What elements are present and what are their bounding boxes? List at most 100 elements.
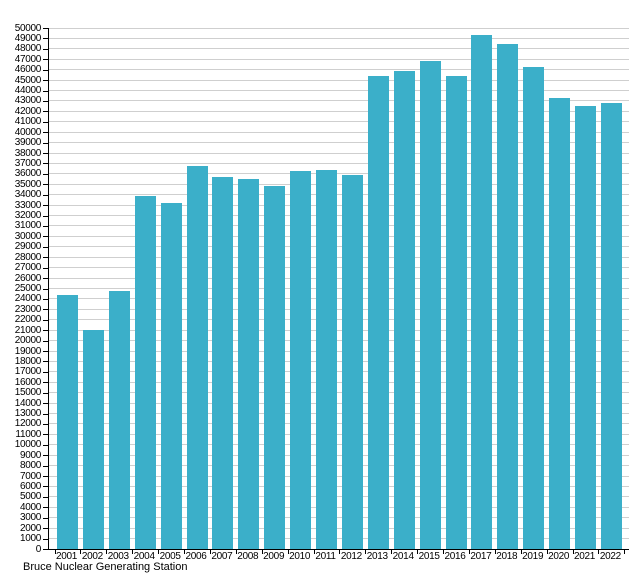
chart-title: Bruce Nuclear Generating Station [23,561,188,573]
x-axis-label: 2005 [159,551,181,562]
y-axis-label: 29000 [14,241,42,253]
y-axis-label: 43000 [14,95,42,107]
y-axis-label: 38000 [14,147,42,159]
y-axis-tick [43,413,48,415]
y-axis-label: 3000 [19,512,41,524]
y-axis-label: 35000 [14,178,42,190]
y-axis-label: 28000 [14,251,42,263]
y-axis-label: 41000 [14,116,42,128]
x-axis-tick [54,550,56,554]
y-gridline [49,496,629,498]
y-gridline [49,277,629,279]
y-axis-label: 2000 [19,522,41,534]
x-axis-tick [80,550,82,554]
x-axis-tick [209,550,211,554]
y-gridline [49,162,629,164]
y-axis-tick [43,38,48,40]
y-axis-tick [43,278,48,280]
y-gridline [49,371,629,373]
y-axis-tick [43,392,48,394]
y-axis-tick [43,444,48,446]
y-axis-label: 39000 [14,137,42,149]
y-axis-label: 20000 [14,335,42,347]
y-gridline [49,402,629,404]
y-axis-label: 6000 [19,480,41,492]
y-gridline [49,267,629,269]
bar-2011 [316,169,337,549]
y-axis-label: 32000 [14,210,42,222]
y-gridline [49,485,629,487]
y-axis-label: 46000 [14,64,42,76]
x-axis-label: 2002 [81,551,103,562]
x-axis-tick [261,550,263,554]
y-axis-tick [43,340,48,342]
y-axis-label: 33000 [14,199,42,211]
y-gridline [49,204,629,206]
x-axis-label: 2018 [496,551,518,562]
y-axis-label: 25000 [14,283,42,294]
y-axis-label: 45000 [14,74,42,86]
x-axis-label: 2012 [340,551,362,562]
bar-2021 [575,106,596,549]
bar-2008 [238,179,260,549]
x-axis-tick [624,550,626,554]
x-axis-tick [494,550,496,554]
y-axis-tick [43,496,48,498]
x-axis-label: 2015 [418,551,440,562]
x-axis-label: 2001 [55,551,78,562]
y-gridline [49,538,629,540]
y-gridline [49,183,629,185]
x-axis-label: 2003 [107,551,129,562]
x-axis-label: 2007 [211,551,233,562]
y-axis-label: 37000 [14,157,42,169]
y-axis-label: 24000 [14,293,42,305]
y-gridline [49,131,629,133]
y-axis-label: 27000 [14,262,42,274]
y-gridline [49,465,629,467]
y-axis-label: 44000 [14,85,42,97]
y-gridline [49,527,629,529]
bar-2010 [290,170,312,549]
y-axis-label: 17000 [14,366,42,378]
y-axis-tick [43,403,48,405]
y-axis-tick [43,163,48,165]
y-axis-label: 30000 [14,230,42,242]
y-axis-label: 9000 [19,449,41,461]
y-axis-tick [43,215,48,217]
y-gridline [49,413,629,415]
y-axis-label: 48000 [14,43,42,55]
y-axis-tick [43,298,48,300]
y-gridline [49,121,629,123]
x-axis-label: 2014 [392,551,414,562]
y-axis-tick [43,309,48,311]
x-axis-tick [158,550,160,554]
x-axis-label: 2017 [470,551,492,562]
x-axis-label: 2008 [237,551,259,562]
y-axis-label: 50000 [14,22,42,34]
y-axis-tick [43,423,48,425]
y-axis-tick [43,225,48,227]
bar-2004 [134,195,156,549]
y-gridline [49,235,629,237]
y-axis-label: 19000 [14,345,42,357]
x-axis-tick [132,550,134,554]
y-gridline [49,152,629,154]
y-gridline [49,288,629,289]
x-axis-label: 2020 [548,551,570,562]
y-gridline [49,340,629,342]
y-gridline [49,69,629,71]
x-axis-label: 2011 [315,551,336,562]
y-axis-tick [43,69,48,71]
y-axis-tick [43,90,48,92]
y-gridline [49,100,629,102]
y-axis-label: 31000 [14,220,42,232]
y-axis-tick [43,465,48,467]
y-axis-label: 34000 [14,189,42,201]
x-axis-tick [287,550,289,554]
y-axis-label: 47000 [14,53,42,65]
y-gridline [49,246,629,248]
y-axis-tick [43,319,48,321]
x-axis-label: 2004 [133,551,155,562]
y-axis-label: 4000 [19,501,41,513]
y-gridline [49,433,629,435]
